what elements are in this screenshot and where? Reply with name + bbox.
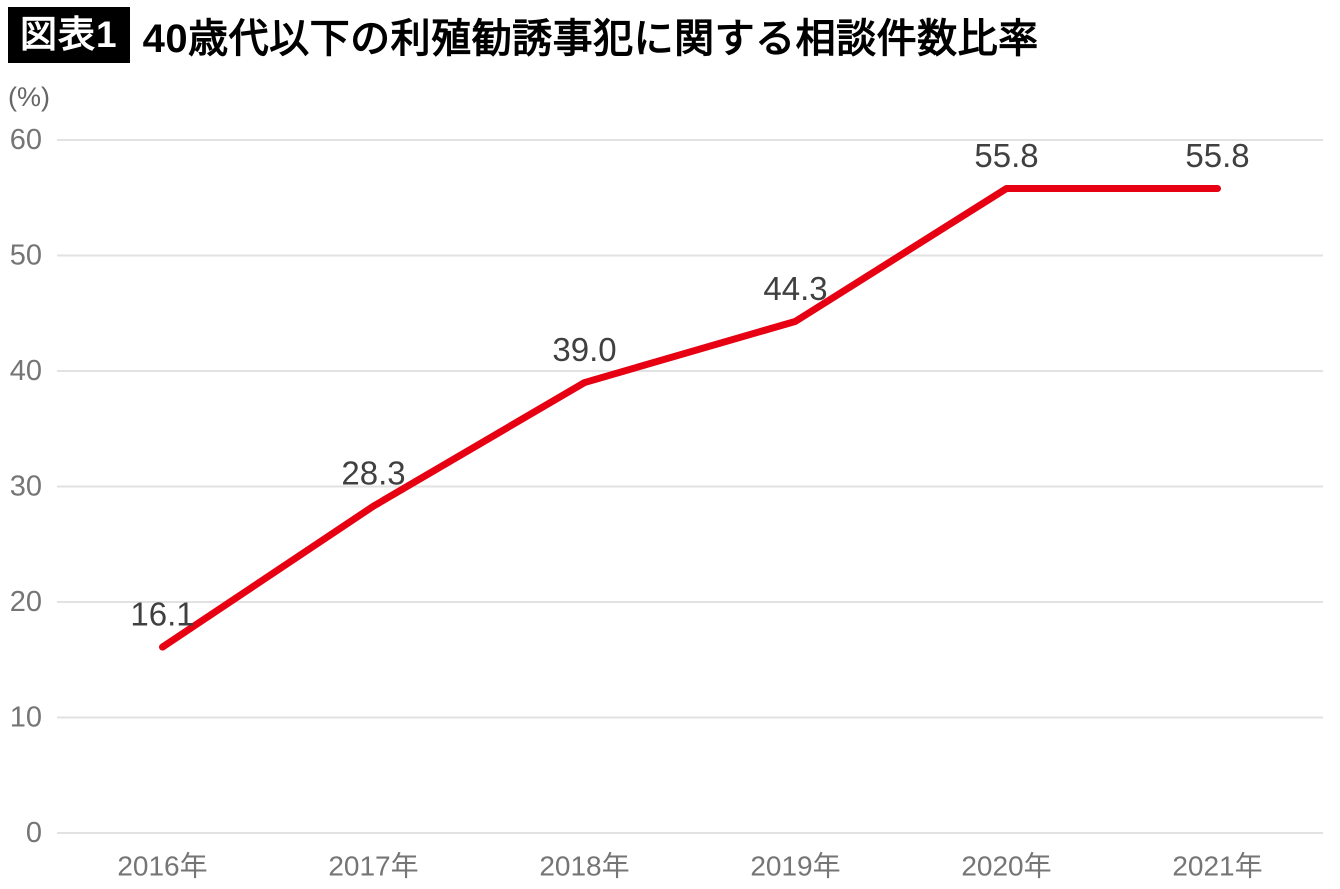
- y-tick-label: 0: [26, 817, 42, 849]
- y-tick-label: 30: [10, 471, 42, 503]
- data-point-label: 55.8: [1185, 137, 1249, 174]
- x-tick-label: 2019年: [750, 851, 840, 882]
- y-axis-unit-label: (%): [8, 82, 50, 112]
- chart-title: 40歳代以下の利殖勧誘事犯に関する相談件数比率: [142, 17, 1039, 61]
- data-point-label: 55.8: [974, 137, 1038, 174]
- x-tick-label: 2020年: [961, 851, 1051, 882]
- x-tick-label: 2017年: [328, 851, 418, 882]
- x-tick-label: 2016年: [117, 851, 207, 882]
- y-tick-label: 50: [10, 240, 42, 272]
- x-tick-label: 2018年: [539, 851, 629, 882]
- y-tick-label: 20: [10, 586, 42, 618]
- y-tick-label: 10: [10, 702, 42, 734]
- chart-header: 図表1 40歳代以下の利殖勧誘事犯に関する相談件数比率: [8, 6, 1039, 64]
- y-tick-label: 40: [10, 355, 42, 387]
- data-line-series: [159, 185, 1221, 651]
- data-point-label: 44.3: [763, 270, 827, 307]
- x-tick-label: 2021年: [1172, 851, 1262, 882]
- data-point-label: 39.0: [552, 331, 616, 368]
- data-point-label: 16.1: [130, 596, 194, 633]
- figure-number-badge: 図表1: [8, 7, 130, 63]
- y-tick-label: 60: [10, 124, 42, 156]
- data-point-label: 28.3: [341, 455, 405, 492]
